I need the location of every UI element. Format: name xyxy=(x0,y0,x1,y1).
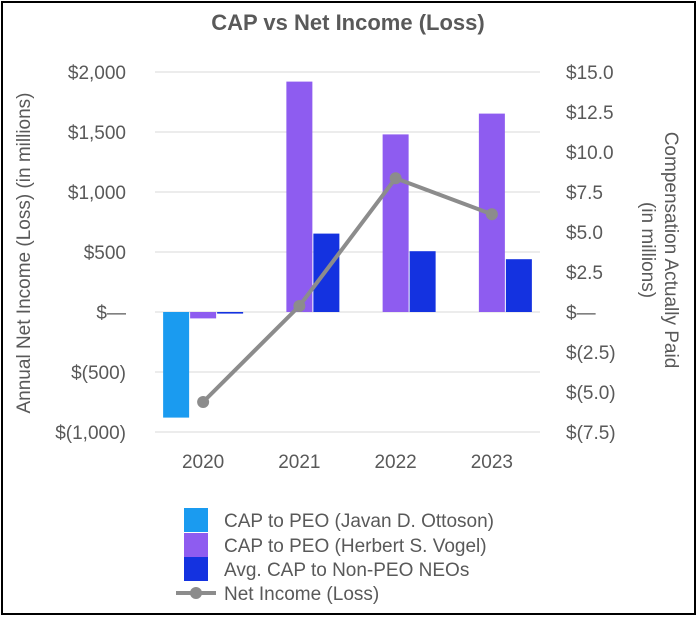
bar-series-2-2020 xyxy=(217,312,244,314)
left-axis-ticks: $2,000 $1,500 $1,000 $500 $— $(500) $(1,000) xyxy=(55,63,126,444)
right-tick-label: $(2.5) xyxy=(566,343,616,364)
legend-label-1: CAP to PEO (Herbert S. Vogel) xyxy=(224,536,487,557)
right-tick-label: $15.0 xyxy=(566,63,614,84)
x-axis-ticks: 2020 2021 2022 2023 xyxy=(182,452,513,473)
right-tick-label: $5.0 xyxy=(566,223,603,244)
bar-series-1-2021 xyxy=(286,81,313,312)
right-tick-label: $10.0 xyxy=(566,143,614,164)
right-tick-label: $7.5 xyxy=(566,183,603,204)
right-tick-label: $(7.5) xyxy=(566,423,616,444)
left-tick-label: $(500) xyxy=(71,363,126,384)
left-tick-label: $2,000 xyxy=(68,63,126,84)
right-axis-label-line2: (in millions) xyxy=(637,202,658,298)
right-tick-label: $12.5 xyxy=(566,103,614,124)
net-income-line xyxy=(197,172,498,408)
bars xyxy=(163,81,532,418)
legend-line-marker xyxy=(190,587,202,599)
x-tick-label: 2020 xyxy=(182,452,224,473)
net-income-point-2021 xyxy=(293,300,306,312)
x-tick-label: 2023 xyxy=(471,452,513,473)
left-tick-label: $500 xyxy=(84,243,126,264)
net-income-point-2022 xyxy=(389,172,402,185)
right-tick-label: $— xyxy=(566,303,596,324)
bar-series-0-2020 xyxy=(163,312,190,418)
left-tick-label: $(1,000) xyxy=(55,423,126,444)
net-income-polyline xyxy=(201,176,493,404)
right-axis-ticks: $15.0 $12.5 $10.0 $7.5 $5.0 $2.5 $— $(2.5) $(5.0… xyxy=(566,63,616,444)
x-tick-label: 2022 xyxy=(374,452,416,473)
bar-series-1-2022 xyxy=(382,134,409,312)
legend-swatch-2 xyxy=(184,557,208,581)
net-income-point-2020 xyxy=(197,396,210,408)
right-axis-label-line1: Compensation Actually Paid xyxy=(660,132,681,369)
net-income-point-2023 xyxy=(485,208,498,221)
left-axis-label: Annual Net Income (Loss) (in millions) xyxy=(14,92,35,413)
right-tick-label: $2.5 xyxy=(566,263,603,284)
legend-label-2: Avg. CAP to Non-PEO NEOs xyxy=(224,560,469,581)
left-tick-label: $1,500 xyxy=(68,123,126,144)
bar-series-2-2023 xyxy=(505,259,532,312)
legend-swatch-0 xyxy=(184,508,208,532)
left-tick-label: $— xyxy=(96,303,126,324)
left-tick-label: $1,000 xyxy=(68,183,126,204)
bar-series-2-2022 xyxy=(409,251,436,312)
legend-swatch-1 xyxy=(184,533,208,557)
chart-title: CAP vs Net Income (Loss) xyxy=(211,10,484,35)
right-tick-label: $(5.0) xyxy=(566,383,616,404)
legend-label-0: CAP to PEO (Javan D. Ottoson) xyxy=(224,511,494,532)
legend-label-net-income: Net Income (Loss) xyxy=(224,584,379,605)
x-tick-label: 2021 xyxy=(278,452,320,473)
legend: CAP to PEO (Javan D. Ottoson) CAP to PEO … xyxy=(176,508,494,605)
bar-series-1-2020 xyxy=(190,312,217,319)
